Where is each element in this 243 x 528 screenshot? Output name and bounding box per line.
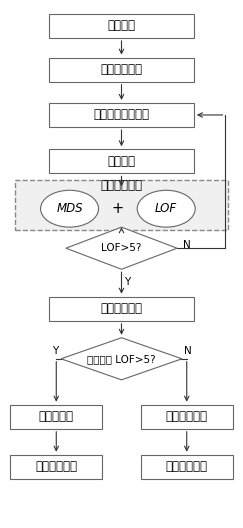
Bar [141,405,233,429]
Text: 故障区域定位: 故障区域定位 [35,460,77,473]
Bar [15,180,228,230]
Text: 故障识别启动: 故障识别启动 [101,302,142,315]
Text: 智能终端: 智能终端 [107,20,136,32]
Text: 数据融合: 数据融合 [107,155,136,168]
Bar [49,14,194,38]
Bar [141,455,233,478]
Bar [10,405,102,429]
Text: N: N [183,240,191,250]
Ellipse shape [41,190,99,227]
Bar [10,455,102,478]
Text: MDS: MDS [56,202,83,215]
Text: LOF: LOF [155,202,177,215]
Text: 通信节点故障: 通信节点故障 [166,410,208,423]
Text: 运行参数获取: 运行参数获取 [101,63,142,76]
Text: 故障节点定位: 故障节点定位 [166,460,208,473]
Text: Y: Y [52,346,58,356]
Bar [49,297,194,320]
Text: +: + [112,201,124,216]
Text: 广义节点 LOF>5?: 广义节点 LOF>5? [87,354,156,364]
Bar [49,149,194,173]
Bar [49,103,194,127]
Text: 配电网故障: 配电网故障 [39,410,74,423]
Polygon shape [66,227,177,269]
Text: LOF>5?: LOF>5? [101,243,142,253]
Text: N: N [184,346,192,356]
Text: 故障辨识算法: 故障辨识算法 [101,178,142,192]
Text: 数据筛选、预处理: 数据筛选、预处理 [94,108,149,121]
Polygon shape [61,338,182,380]
Bar [49,58,194,81]
Text: Y: Y [124,277,130,287]
Ellipse shape [137,190,195,227]
